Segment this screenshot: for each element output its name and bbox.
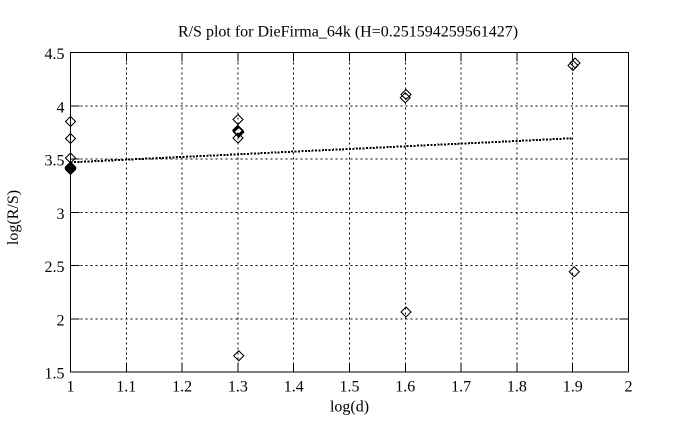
svg-text:1.7: 1.7	[451, 379, 471, 396]
svg-text:1.5: 1.5	[340, 379, 360, 396]
svg-text:3: 3	[57, 206, 65, 223]
svg-text:1.5: 1.5	[45, 366, 65, 383]
svg-text:1.6: 1.6	[395, 379, 415, 396]
svg-text:2.5: 2.5	[45, 259, 65, 276]
svg-text:1: 1	[67, 379, 75, 396]
svg-text:log(d): log(d)	[330, 399, 369, 416]
svg-text:2: 2	[57, 312, 65, 329]
svg-text:4: 4	[57, 99, 65, 116]
svg-text:1.2: 1.2	[172, 379, 192, 396]
svg-text:1.8: 1.8	[507, 379, 527, 396]
svg-text:1.1: 1.1	[116, 379, 136, 396]
svg-text:3.5: 3.5	[45, 153, 65, 170]
svg-text:1.9: 1.9	[563, 379, 583, 396]
svg-text:1.4: 1.4	[284, 379, 304, 396]
svg-text:2: 2	[625, 379, 633, 396]
svg-text:4.5: 4.5	[45, 46, 65, 63]
svg-text:1.3: 1.3	[228, 379, 248, 396]
svg-text:log(R/S): log(R/S)	[5, 190, 22, 245]
svg-text:R/S plot for DieFirma_64k (H=0: R/S plot for DieFirma_64k (H=0.251594259…	[178, 24, 518, 41]
